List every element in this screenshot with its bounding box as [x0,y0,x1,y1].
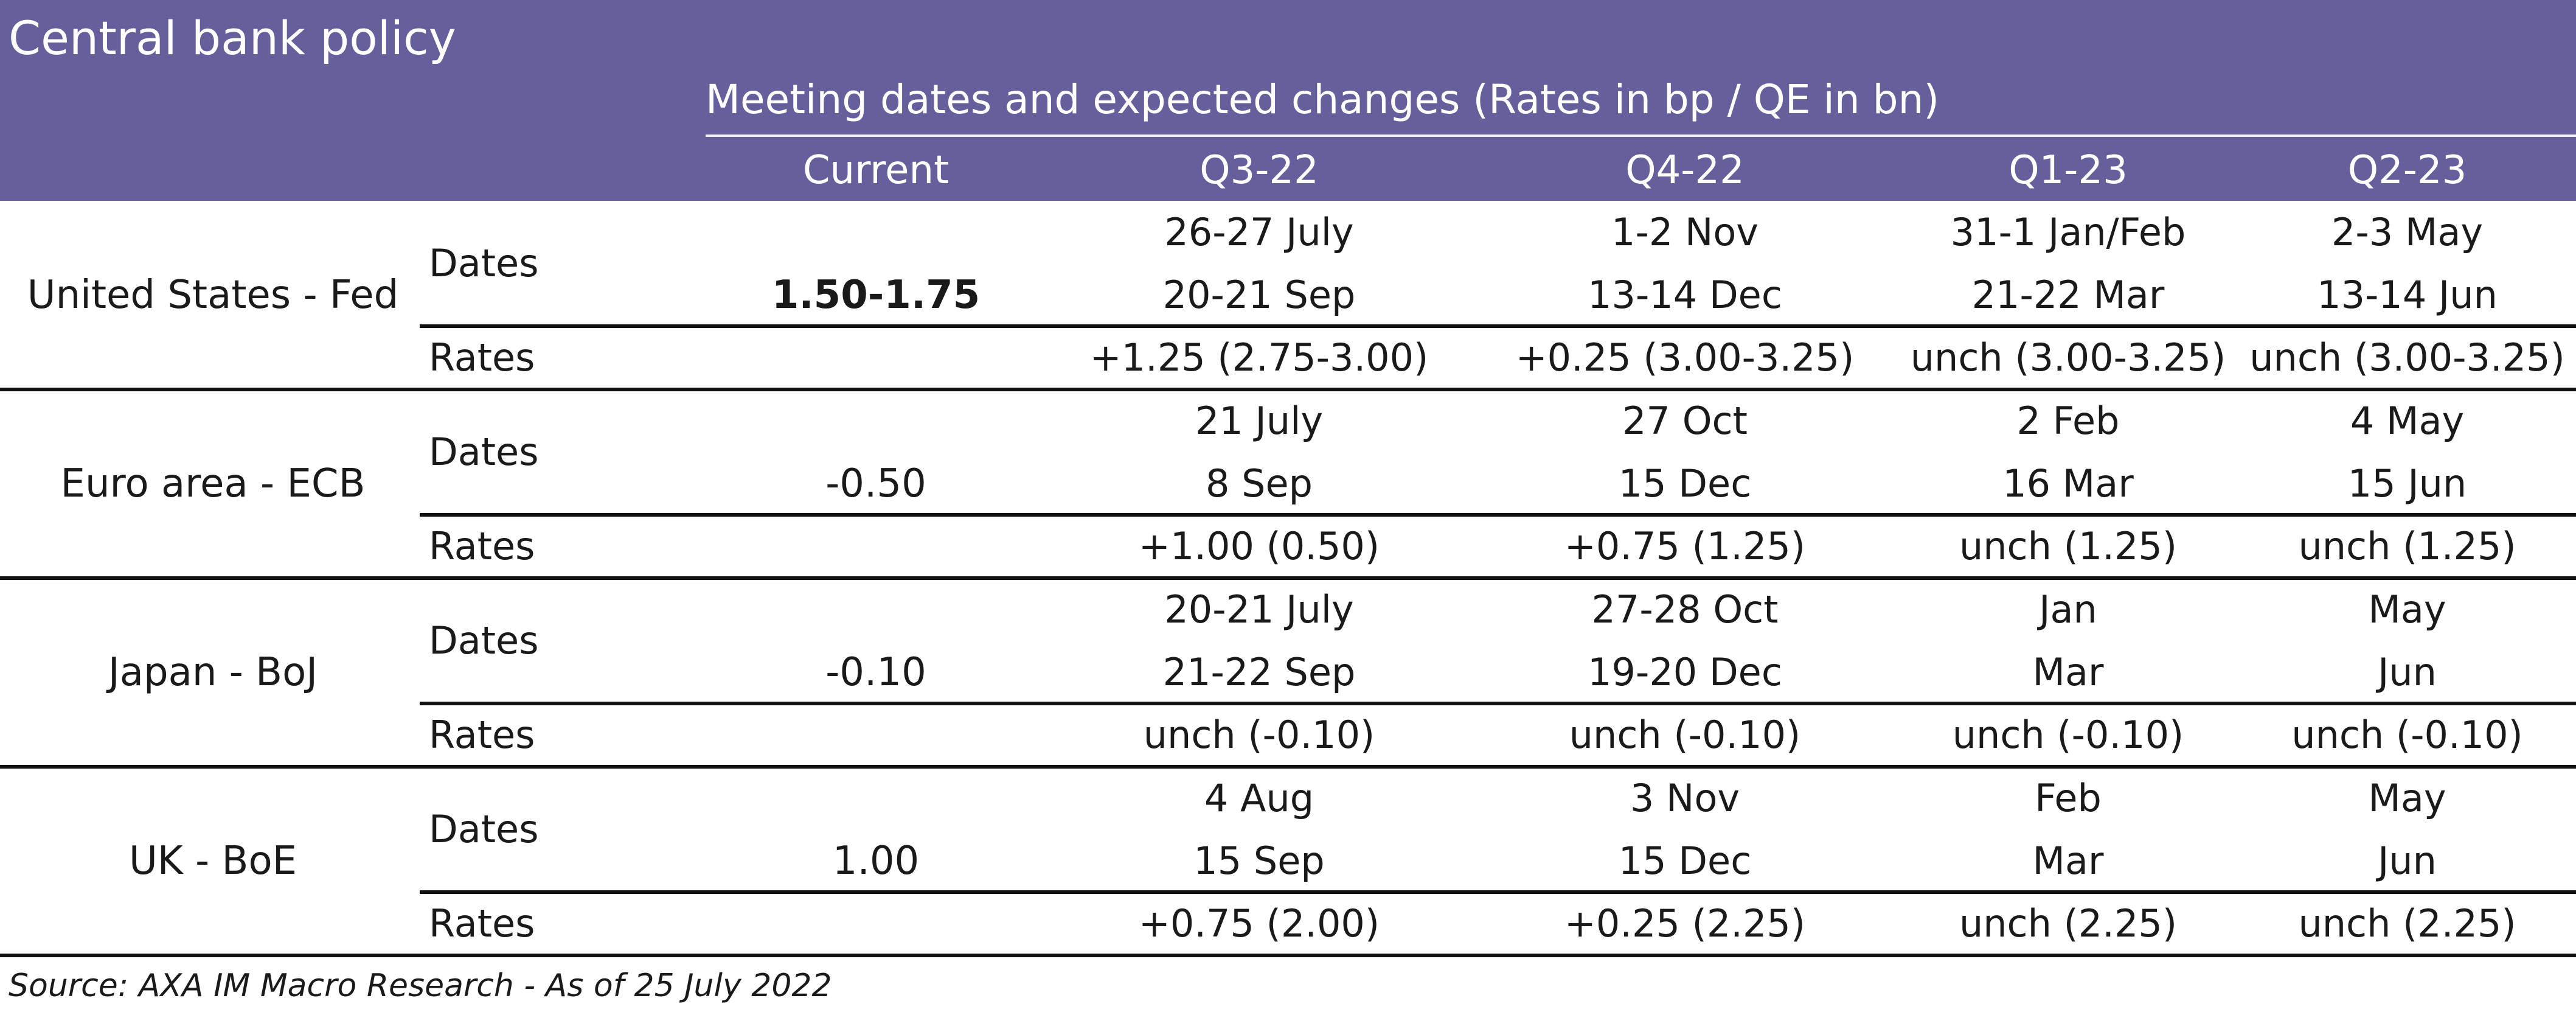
meeting-date-cell: 21 July [1195,399,1324,443]
block-divider [0,765,2576,769]
meeting-date-cell: 20-21 Sep [1162,273,1356,317]
current-rate-united-states-fed: 1.50-1.75 [771,273,981,318]
rate-change-cell: unch (3.00-3.25) [2249,335,2565,380]
row-label-dates: Dates [429,807,539,851]
rate-change-cell: unch (2.25) [2298,901,2516,946]
meeting-date-cell: 16 Mar [2002,461,2134,506]
rate-change-cell: unch (1.25) [1959,524,2178,568]
column-header-q1-23: Q1-23 [2008,148,2128,193]
meeting-date-cell: 20-21 July [1164,587,1354,632]
rate-change-cell: unch (-0.10) [1952,713,2184,757]
meeting-date-cell: 13-14 Jun [2317,273,2498,317]
bank-name-uk-boe: UK - BoE [128,839,297,884]
source-note: Source: AXA IM Macro Research - As of 25… [9,968,832,1004]
rate-change-cell: unch (-0.10) [1569,713,1801,757]
rate-change-cell: unch (-0.10) [2291,713,2523,757]
bank-name-japan-boj: Japan - BoJ [108,650,318,695]
rate-change-cell: +0.75 (1.25) [1564,524,1806,568]
row-label-rates: Rates [429,524,535,568]
meeting-date-cell: 15 Jun [2347,461,2467,506]
meeting-date-cell: 2-3 May [2331,210,2484,254]
row-label-dates: Dates [429,241,539,285]
rate-change-cell: unch (2.25) [1959,901,2178,946]
meeting-date-cell: Mar [2032,650,2104,694]
table-subtitle: Meeting dates and expected changes (Rate… [706,76,1940,123]
block-divider [0,954,2576,957]
current-rate-uk-boe: 1.00 [832,839,920,884]
block-divider [0,576,2576,580]
header-divider [706,134,2576,137]
meeting-date-cell: 31-1 Jan/Feb [1950,210,2186,254]
row-label-rates: Rates [429,713,535,757]
row-label-dates: Dates [429,618,539,663]
row-divider [420,513,2576,517]
column-header-current: Current [802,148,950,193]
row-divider [420,702,2576,705]
meeting-date-cell: 2 Feb [2016,399,2120,443]
rate-change-cell: +0.25 (2.25) [1564,901,1806,946]
meeting-date-cell: 26-27 July [1164,210,1354,254]
rate-change-cell: unch (1.25) [2298,524,2516,568]
meeting-date-cell: May [2368,776,2446,820]
meeting-date-cell: Jun [2378,650,2437,694]
row-label-rates: Rates [429,335,535,380]
meeting-date-cell: 1-2 Nov [1611,210,1758,254]
current-rate-euro-area-ecb: -0.50 [825,461,926,506]
rate-change-cell: +0.25 (3.00-3.25) [1515,335,1855,380]
meeting-date-cell: May [2368,587,2446,632]
column-header-q2-23: Q2-23 [2347,148,2467,193]
meeting-date-cell: 4 May [2350,399,2465,443]
meeting-date-cell: 13-14 Dec [1588,273,1782,317]
rate-change-cell: +0.75 (2.00) [1138,901,1380,946]
meeting-date-cell: Jun [2378,839,2437,883]
meeting-date-cell: Jan [2039,587,2097,632]
row-label-dates: Dates [429,430,539,474]
rate-change-cell: +1.00 (0.50) [1138,524,1380,568]
block-divider [0,388,2576,391]
page-title: Central bank policy [9,11,456,65]
bank-name-united-states-fed: United States - Fed [27,273,399,318]
row-divider [420,324,2576,328]
meeting-date-cell: 27 Oct [1622,399,1748,443]
meeting-date-cell: Feb [2035,776,2102,820]
meeting-date-cell: 27-28 Oct [1591,587,1779,632]
table-header: Central bank policy Meeting dates and ex… [0,0,2576,201]
meeting-date-cell: 15 Dec [1618,461,1752,506]
current-rate-japan-boj: -0.10 [825,650,926,695]
column-header-q4-22: Q4-22 [1625,148,1745,193]
row-divider [420,890,2576,894]
meeting-date-cell: 15 Dec [1618,839,1752,883]
rate-change-cell: +1.25 (2.75-3.00) [1089,335,1429,380]
row-label-rates: Rates [429,901,535,946]
meeting-date-cell: 21-22 Sep [1162,650,1356,694]
rate-change-cell: unch (-0.10) [1143,713,1375,757]
meeting-date-cell: 15 Sep [1193,839,1325,883]
meeting-date-cell: 4 Aug [1204,776,1314,820]
meeting-date-cell: Mar [2032,839,2104,883]
bank-name-euro-area-ecb: Euro area - ECB [60,461,366,506]
meeting-date-cell: 3 Nov [1630,776,1740,820]
column-header-q3-22: Q3-22 [1199,148,1319,193]
rate-change-cell: unch (3.00-3.25) [1910,335,2226,380]
meeting-date-cell: 8 Sep [1205,461,1313,506]
meeting-date-cell: 19-20 Dec [1588,650,1782,694]
meeting-date-cell: 21-22 Mar [1971,273,2165,317]
